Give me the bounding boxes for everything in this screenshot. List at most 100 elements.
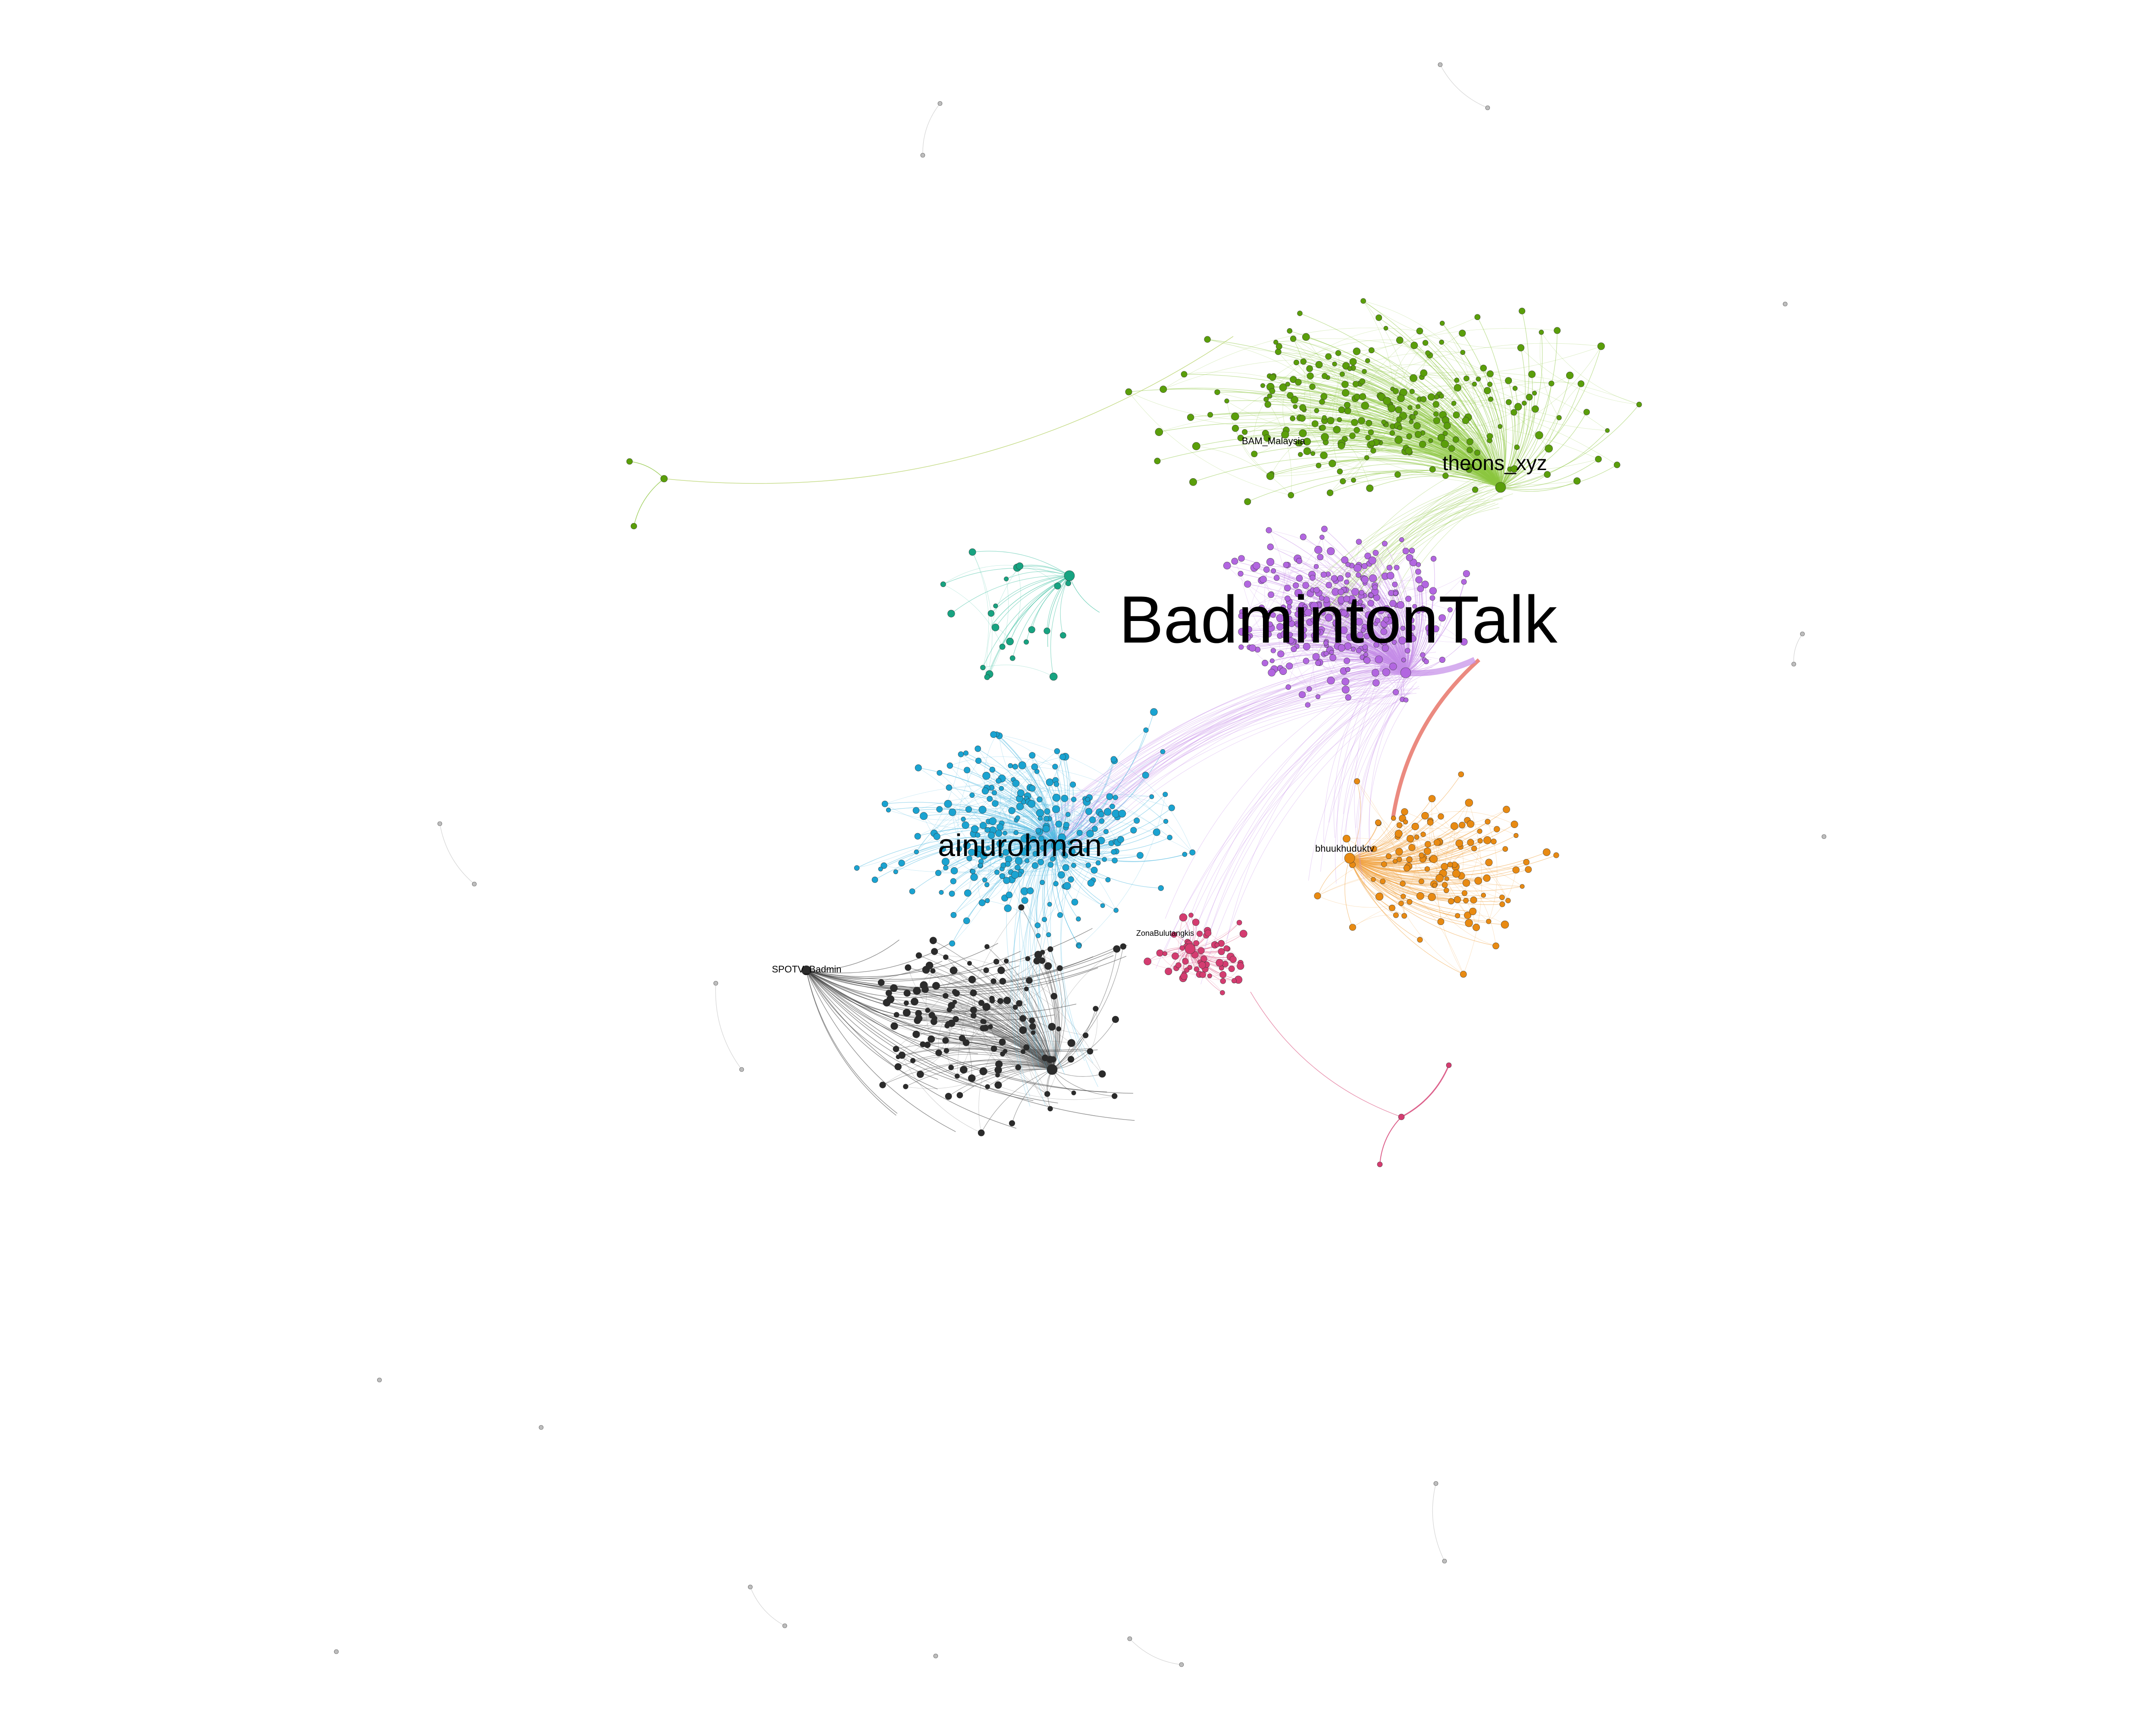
graph-node	[1103, 808, 1112, 816]
graph-node	[1050, 856, 1056, 862]
graph-edge	[1304, 612, 1385, 643]
graph-node	[1004, 576, 1009, 581]
graph-node	[1349, 358, 1357, 366]
graph-node	[1307, 372, 1314, 380]
graph-node	[985, 898, 990, 903]
graph-edge	[1320, 494, 1468, 627]
graph-edge	[1294, 399, 1470, 467]
graph-node	[1341, 677, 1349, 686]
graph-node	[1187, 414, 1194, 421]
graph-node	[1465, 919, 1473, 927]
graph-node	[1421, 580, 1429, 588]
graph-node	[969, 792, 975, 798]
graph-edge	[908, 967, 1053, 1060]
graph-node	[1053, 881, 1059, 887]
graph-node	[1455, 839, 1463, 847]
graph-node	[1293, 360, 1299, 366]
graph-node	[1087, 1048, 1094, 1055]
graph-node	[1410, 342, 1418, 349]
graph-edge	[806, 970, 938, 1089]
graph-node	[377, 1377, 382, 1383]
graph-edge	[906, 1070, 999, 1089]
graph-edge	[1017, 566, 1070, 576]
graph-node	[995, 830, 1003, 837]
graph-node	[1238, 644, 1244, 650]
graph-edge	[1292, 641, 1376, 683]
graph-edge	[937, 836, 1064, 859]
graph-edge	[1080, 687, 1390, 839]
graph-node	[1351, 419, 1358, 426]
graph-node	[1260, 383, 1265, 388]
graph-node	[1120, 943, 1127, 950]
graph-node	[920, 981, 928, 989]
graph-edge	[1190, 922, 1240, 949]
graph-node	[1244, 580, 1251, 588]
graph-edge	[1271, 459, 1501, 488]
graph-edge	[1349, 858, 1451, 871]
graph-node	[1392, 581, 1398, 587]
graph-edge	[1002, 575, 1070, 647]
graph-node	[1419, 878, 1424, 884]
graph-edge	[1548, 383, 1581, 449]
graph-node	[1337, 468, 1343, 474]
graph-node	[1356, 648, 1362, 653]
graph-node	[1415, 576, 1423, 583]
graph-edge	[806, 970, 1107, 1092]
graph-edge	[978, 748, 1016, 875]
graph-edge	[1372, 560, 1407, 673]
graph-edge	[1320, 557, 1347, 615]
graph-edge	[926, 969, 1048, 1095]
graph-edge	[1065, 659, 1418, 855]
graph-node	[997, 998, 1003, 1004]
graph-edge	[1056, 809, 1106, 832]
graph-node	[995, 1060, 1003, 1068]
graph-edge	[1343, 470, 1501, 488]
graph-node	[1057, 912, 1063, 918]
graph-node	[877, 979, 885, 986]
graph-node	[1381, 420, 1386, 425]
graph-edge	[918, 955, 1053, 1070]
graph-node	[968, 849, 975, 856]
graph-node	[999, 786, 1004, 791]
graph-node	[1005, 861, 1011, 867]
graph-edge	[1062, 693, 1410, 857]
graph-node	[1031, 862, 1038, 869]
graph-node	[1352, 381, 1359, 387]
graph-edge	[1052, 968, 1066, 1070]
graph-node	[879, 1082, 886, 1088]
graph-edge	[1389, 405, 1548, 475]
graph-node	[1389, 662, 1397, 671]
graph-node	[1159, 386, 1167, 393]
graph-node	[1522, 401, 1527, 406]
graph-node	[1360, 627, 1366, 633]
graph-node	[987, 1024, 993, 1029]
graph-node	[978, 899, 986, 906]
graph-edge	[1276, 566, 1365, 581]
graph-node	[1397, 394, 1405, 402]
graph-edge	[1005, 833, 1141, 859]
graph-node	[1341, 609, 1348, 617]
graph-edge	[987, 566, 1020, 677]
graph-node	[1067, 841, 1072, 846]
graph-node	[1474, 314, 1481, 320]
graph-edge	[1324, 420, 1370, 489]
graph-edge	[1364, 566, 1421, 589]
graph-edge	[980, 840, 1057, 850]
graph-node	[940, 581, 946, 587]
graph-node	[1544, 471, 1551, 478]
graph-node	[1495, 482, 1506, 493]
graph-node	[1387, 572, 1395, 580]
graph-node	[1299, 404, 1306, 411]
graph-node	[894, 1063, 902, 1070]
graph-node	[1019, 1015, 1026, 1022]
graph-edge	[1344, 858, 1353, 928]
graph-edge	[1349, 821, 1488, 859]
graph-edge	[1369, 496, 1475, 600]
graph-node	[1419, 853, 1425, 858]
graph-edge	[1346, 838, 1423, 859]
graph-edge	[1128, 389, 1501, 488]
graph-node	[924, 1041, 931, 1048]
graph-node	[968, 548, 976, 556]
graph-node	[1150, 708, 1158, 716]
graph-edge	[1049, 656, 1407, 825]
